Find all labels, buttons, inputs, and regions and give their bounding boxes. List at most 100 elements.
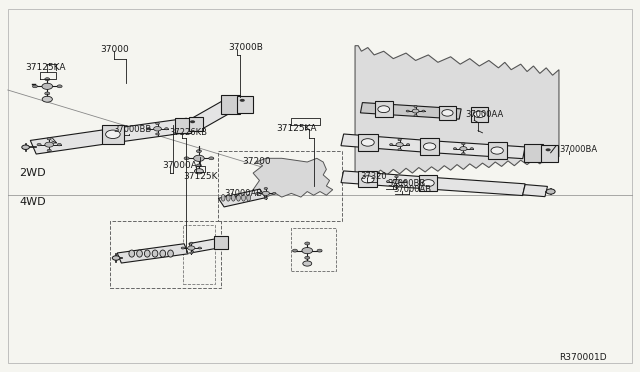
Circle shape <box>156 122 159 125</box>
Circle shape <box>164 128 168 130</box>
Ellipse shape <box>232 195 236 201</box>
Ellipse shape <box>227 195 230 201</box>
Circle shape <box>390 144 393 146</box>
Polygon shape <box>214 236 228 249</box>
Circle shape <box>33 85 38 88</box>
Circle shape <box>184 157 189 160</box>
Circle shape <box>264 197 268 199</box>
Circle shape <box>424 143 436 150</box>
Circle shape <box>45 92 50 95</box>
Circle shape <box>156 133 159 135</box>
Circle shape <box>181 247 184 249</box>
Circle shape <box>112 256 120 260</box>
Ellipse shape <box>137 250 142 257</box>
Circle shape <box>414 106 417 108</box>
Polygon shape <box>360 103 461 119</box>
Ellipse shape <box>145 250 150 257</box>
Circle shape <box>47 138 51 140</box>
Ellipse shape <box>237 195 241 201</box>
Polygon shape <box>439 106 456 120</box>
Polygon shape <box>221 95 241 114</box>
Text: 37000BB: 37000BB <box>387 179 425 188</box>
Text: 37226KB: 37226KB <box>170 128 207 137</box>
Circle shape <box>461 143 465 145</box>
Circle shape <box>195 169 204 174</box>
Circle shape <box>264 187 268 189</box>
Polygon shape <box>253 158 333 197</box>
Circle shape <box>545 148 550 151</box>
Circle shape <box>412 109 419 113</box>
Text: 2WD: 2WD <box>19 168 46 178</box>
Circle shape <box>240 99 245 102</box>
Circle shape <box>305 242 310 245</box>
Polygon shape <box>375 102 393 117</box>
Circle shape <box>57 85 62 88</box>
Polygon shape <box>541 145 557 161</box>
Circle shape <box>45 142 54 147</box>
Circle shape <box>491 147 503 154</box>
Polygon shape <box>524 144 543 162</box>
Text: 37320: 37320 <box>360 171 387 180</box>
Polygon shape <box>427 141 525 158</box>
Circle shape <box>190 120 195 123</box>
Polygon shape <box>107 118 192 143</box>
Polygon shape <box>237 96 253 112</box>
Circle shape <box>398 139 401 141</box>
Text: 37125KA: 37125KA <box>276 124 317 132</box>
Polygon shape <box>117 244 188 263</box>
Ellipse shape <box>129 250 134 257</box>
Polygon shape <box>419 175 437 191</box>
Text: 37000BB: 37000BB <box>113 125 151 134</box>
Circle shape <box>398 148 401 151</box>
Ellipse shape <box>221 195 225 201</box>
Circle shape <box>45 78 50 81</box>
Polygon shape <box>30 129 113 154</box>
Circle shape <box>362 139 374 146</box>
Circle shape <box>42 83 52 89</box>
Ellipse shape <box>242 195 246 201</box>
Polygon shape <box>358 171 378 187</box>
Circle shape <box>57 144 61 146</box>
Polygon shape <box>355 46 559 177</box>
Text: 37000BA: 37000BA <box>559 145 597 154</box>
Circle shape <box>470 148 474 150</box>
Circle shape <box>395 176 398 178</box>
Text: R370001D: R370001D <box>559 353 607 362</box>
Circle shape <box>461 153 465 155</box>
Polygon shape <box>189 101 237 129</box>
Text: 37200: 37200 <box>243 157 271 166</box>
Circle shape <box>256 192 259 195</box>
Text: 37125KA: 37125KA <box>26 63 66 72</box>
Polygon shape <box>341 171 429 189</box>
Polygon shape <box>341 134 429 153</box>
Circle shape <box>188 246 195 250</box>
Ellipse shape <box>168 250 173 257</box>
Circle shape <box>189 242 193 244</box>
Ellipse shape <box>246 195 250 201</box>
Circle shape <box>198 247 202 249</box>
Polygon shape <box>427 177 525 196</box>
Polygon shape <box>218 189 266 207</box>
Polygon shape <box>189 239 220 253</box>
Circle shape <box>106 130 120 138</box>
Circle shape <box>406 144 410 146</box>
Circle shape <box>47 149 51 152</box>
Circle shape <box>209 157 214 160</box>
Circle shape <box>453 148 457 150</box>
Circle shape <box>37 144 41 146</box>
Circle shape <box>460 147 467 151</box>
Text: 37000B: 37000B <box>228 43 263 52</box>
Circle shape <box>378 106 390 113</box>
Circle shape <box>303 261 312 266</box>
Circle shape <box>442 110 453 116</box>
Circle shape <box>196 150 202 153</box>
Text: 37000AA: 37000AA <box>465 109 504 119</box>
Circle shape <box>387 180 390 183</box>
Circle shape <box>396 142 403 147</box>
Polygon shape <box>175 118 191 133</box>
Polygon shape <box>523 185 547 197</box>
Text: 37000AB: 37000AB <box>394 185 431 194</box>
Circle shape <box>302 247 312 254</box>
Text: 37000A: 37000A <box>162 161 197 170</box>
Circle shape <box>154 126 161 131</box>
